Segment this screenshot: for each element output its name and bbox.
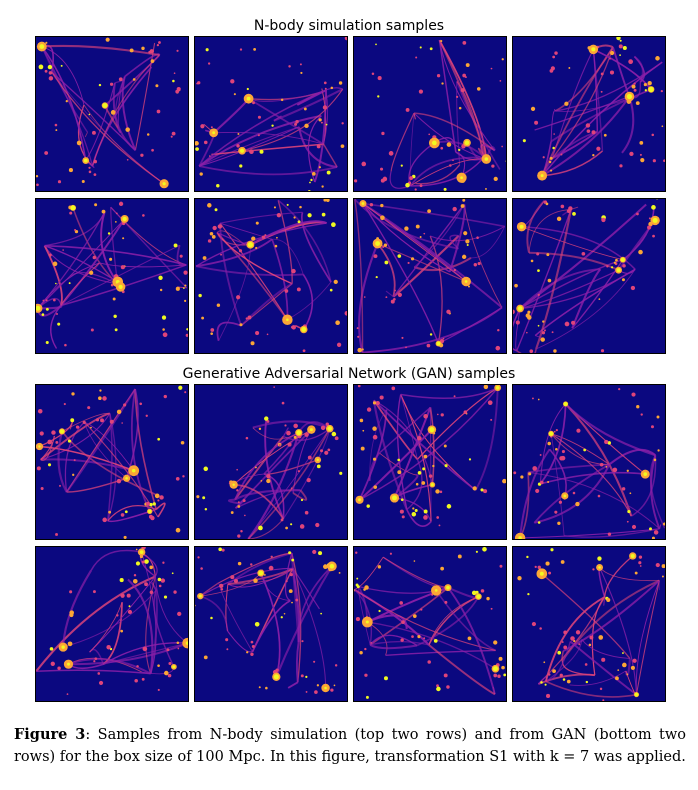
nbody-sample-tile: [194, 36, 348, 192]
density-field-image: [195, 547, 347, 701]
density-field-image: [195, 199, 347, 353]
figure-caption-label: Figure 3: [14, 726, 86, 743]
density-field-image: [36, 37, 188, 191]
density-field-image: [354, 199, 506, 353]
nbody-sample-grid: [35, 36, 666, 354]
gan-sample-tile: [353, 546, 507, 702]
gan-sample-tile: [512, 546, 666, 702]
density-field-image: [36, 199, 188, 353]
nbody-sample-tile: [194, 198, 348, 354]
nbody-sample-tile: [353, 36, 507, 192]
figure-caption: Figure 3: Samples from N-body simulation…: [14, 724, 686, 768]
gan-sample-tile: [194, 546, 348, 702]
density-field-image: [354, 385, 506, 539]
gan-sample-tile: [35, 384, 189, 540]
density-field-image: [36, 385, 188, 539]
figure-caption-text: : Samples from N-body simulation (top tw…: [14, 727, 686, 765]
nbody-sample-tile: [512, 198, 666, 354]
density-field-image: [513, 385, 665, 539]
nbody-sample-tile: [353, 198, 507, 354]
gan-section-title: Generative Adversarial Network (GAN) sam…: [182, 366, 516, 382]
nbody-section-title: N-body simulation samples: [253, 18, 445, 34]
nbody-sample-tile: [35, 36, 189, 192]
density-field-image: [354, 37, 506, 191]
nbody-sample-tile: [512, 36, 666, 192]
density-field-image: [195, 37, 347, 191]
density-field-image: [36, 547, 188, 701]
nbody-sample-tile: [35, 198, 189, 354]
density-field-image: [195, 385, 347, 539]
gan-sample-tile: [194, 384, 348, 540]
density-field-image: [513, 547, 665, 701]
gan-sample-grid: [35, 384, 666, 702]
gan-sample-tile: [512, 384, 666, 540]
density-field-image: [513, 199, 665, 353]
gan-sample-tile: [353, 384, 507, 540]
density-field-image: [354, 547, 506, 701]
density-field-image: [513, 37, 665, 191]
gan-sample-tile: [35, 546, 189, 702]
